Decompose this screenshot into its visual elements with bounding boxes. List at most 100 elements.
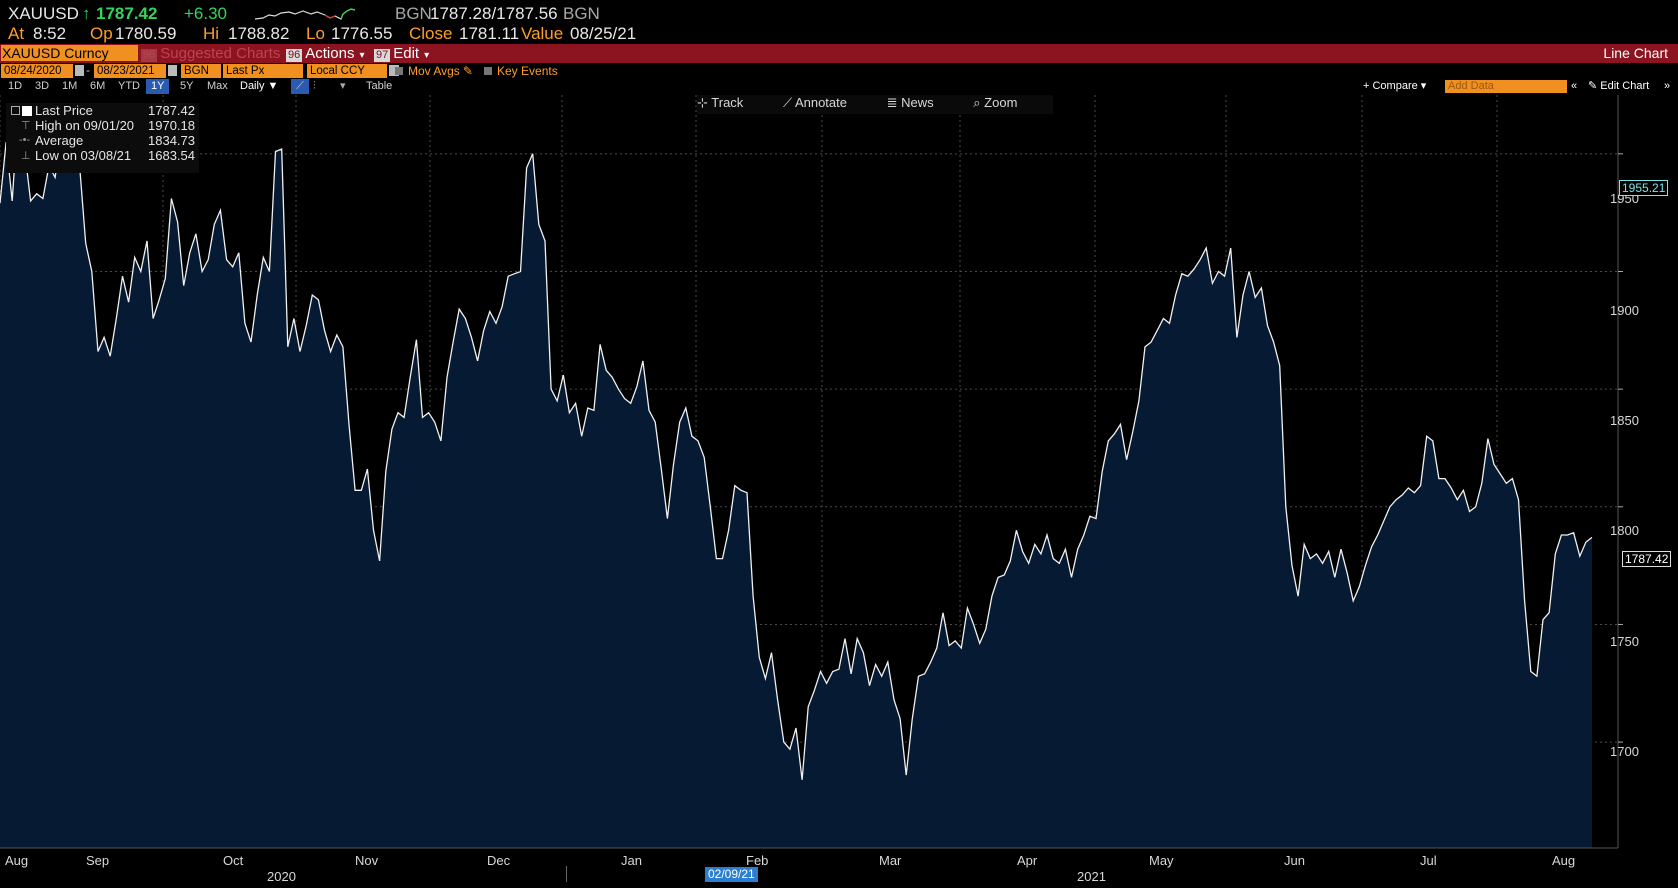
sparkline-icon: [255, 8, 355, 20]
more-icon[interactable]: »: [1664, 80, 1671, 92]
y-tick-label: 1850: [1610, 413, 1639, 428]
x-month-label: Mar: [879, 853, 902, 868]
legend-last-value: 1787.42: [148, 103, 195, 118]
pencil-icon[interactable]: ✎: [462, 64, 473, 78]
y-tick-label: 1800: [1610, 523, 1639, 538]
command-bar: XAUUSD Curncy 96 Suggested Charts 96 Actio…: [0, 44, 1678, 63]
mov-avgs-toggle[interactable]: Mov Avgs ✎: [395, 64, 473, 78]
x-month-label: Jan: [621, 853, 642, 868]
edit-menu[interactable]: 97 Edit ▾: [374, 45, 429, 62]
x-month-label: May: [1149, 853, 1174, 868]
edit-chart-label: Edit Chart: [1600, 80, 1650, 92]
price-line: [0, 106, 1593, 780]
annotate-label: Annotate: [794, 95, 847, 110]
last-price: 1787.42: [96, 4, 158, 23]
edit-chart-button[interactable]: ✎ Edit Chart: [1588, 79, 1649, 94]
value-label: Value: [521, 24, 564, 43]
actions-number: 96: [286, 49, 303, 62]
quote-time: 8:52: [33, 24, 67, 43]
y-tick-label: 1900: [1610, 303, 1639, 318]
range-5y-button[interactable]: 5Y: [180, 80, 194, 92]
range-max-button[interactable]: Max: [207, 80, 228, 92]
edit-label: Edit: [393, 45, 420, 62]
range-1d-button[interactable]: 1D: [8, 80, 23, 92]
bar-chart-icon[interactable]: ⫶: [313, 80, 316, 92]
compare-button[interactable]: + Compare ▾: [1363, 80, 1427, 92]
range-6m-button[interactable]: 6M: [90, 80, 106, 92]
last-value-tag: 1787.42: [1622, 551, 1672, 567]
source-field[interactable]: BGN: [181, 64, 221, 78]
end-date-input[interactable]: 08/23/2021: [94, 64, 166, 78]
high-value: 1788.82: [228, 24, 290, 43]
currency-dropdown-icon[interactable]: [389, 65, 399, 76]
key-events-checkbox[interactable]: [484, 67, 492, 75]
y-tick-label: 1750: [1610, 634, 1639, 649]
start-calendar-icon[interactable]: [75, 65, 84, 76]
start-date-input[interactable]: 08/24/2020: [1, 64, 73, 78]
chart-tools: ⊹ Track ⟋ Annotate ≣ News ⌕ Zoom: [697, 95, 1054, 114]
x-month-label: Oct: [223, 853, 244, 868]
end-calendar-icon[interactable]: [168, 65, 177, 76]
up-arrow-icon: ↑: [82, 4, 91, 23]
news-label: News: [901, 95, 934, 110]
bid-ask: 1787.28/1787.56: [430, 4, 558, 23]
range-1y-button[interactable]: 1Y: [146, 79, 170, 94]
high-value-tag: 1955.21: [1619, 180, 1669, 196]
annotate-tool[interactable]: ⟋ Annotate: [782, 95, 847, 110]
track-tool[interactable]: ⊹ Track: [697, 95, 744, 110]
mov-avgs-label: Mov Avgs: [408, 64, 460, 78]
legend-low-icon: ⊥: [21, 150, 31, 162]
legend-last-label: Last Price: [35, 103, 93, 118]
year-divider: [566, 866, 567, 882]
x-year-label: 2021: [1077, 869, 1106, 884]
currency-select[interactable]: Local CCY: [307, 64, 387, 78]
edit-number: 97: [374, 49, 391, 62]
value-date: 08/25/21: [570, 24, 637, 43]
legend-collapse-icon[interactable]: [11, 106, 20, 115]
price-area: [0, 106, 1592, 849]
at-label: At: [8, 24, 25, 43]
collapse-icon[interactable]: «: [1571, 80, 1578, 92]
price-field-select[interactable]: Last Px: [223, 64, 303, 78]
legend-average-icon: -•-: [19, 134, 31, 146]
chart-legend: Last Price 1787.42 ⊤ High on 09/01/20 19…: [6, 103, 199, 173]
line-chart-icon[interactable]: ⟋: [291, 79, 309, 94]
price-change: +6.30: [184, 4, 228, 23]
zoom-tool[interactable]: ⌕ Zoom: [973, 95, 1018, 110]
key-events-toggle[interactable]: Key Events: [484, 64, 558, 78]
actions-label: Actions: [305, 45, 355, 62]
range-ytd-button[interactable]: YTD: [118, 80, 140, 92]
chart-type-dropdown-icon[interactable]: ▾: [340, 80, 346, 92]
low-value: 1776.55: [331, 24, 393, 43]
edit-dropdown-icon: ▾: [424, 50, 430, 61]
news-tool[interactable]: ≣ News: [886, 95, 934, 110]
x-month-label: Sep: [86, 853, 110, 868]
suggested-label: Suggested Charts: [160, 45, 281, 62]
key-events-label: Key Events: [497, 64, 558, 78]
mov-avgs-checkbox[interactable]: [395, 67, 403, 75]
y-tick-label: 1700: [1610, 744, 1639, 759]
quote-header-line1: XAUUSD ↑ 1787.42 +6.30 BGN 1787.28/1787.…: [0, 4, 1678, 24]
legend-low-label: Low on 03/08/21: [35, 148, 132, 163]
legend-low-value: 1683.54: [148, 148, 195, 163]
actions-dropdown-icon: ▾: [359, 50, 365, 61]
range-3d-button[interactable]: 3D: [35, 80, 50, 92]
close-value: 1781.11: [459, 24, 520, 43]
actions-menu[interactable]: 96 Actions ▾: [286, 45, 364, 62]
add-data-input[interactable]: Add Data: [1445, 80, 1567, 93]
y-axis-ticks: [1618, 153, 1623, 743]
table-button[interactable]: Table: [366, 80, 393, 92]
period-select[interactable]: Daily ▼: [240, 80, 279, 92]
x-month-label: Dec: [487, 853, 511, 868]
range-bar: 1D 3D 1M 6M YTD 1Y 5Y Max Daily ▼ ⟋ ⫶ ▾ …: [0, 79, 1678, 94]
x-month-label: Aug: [1552, 853, 1576, 868]
legend-swatch-last: [22, 106, 32, 116]
x-month-label: Jun: [1284, 853, 1305, 868]
legend-high-value: 1970.18: [148, 118, 195, 133]
symbol: XAUUSD: [8, 4, 79, 23]
price-chart[interactable]: [0, 95, 1678, 888]
ticker-input[interactable]: XAUUSD Curncy: [1, 45, 138, 61]
range-1m-button[interactable]: 1M: [62, 80, 78, 92]
suggested-charts-button[interactable]: 96 Suggested Charts: [141, 45, 280, 62]
settings-bar: 08/24/2020 - 08/23/2021 BGN Last Px Loca…: [0, 63, 1678, 79]
